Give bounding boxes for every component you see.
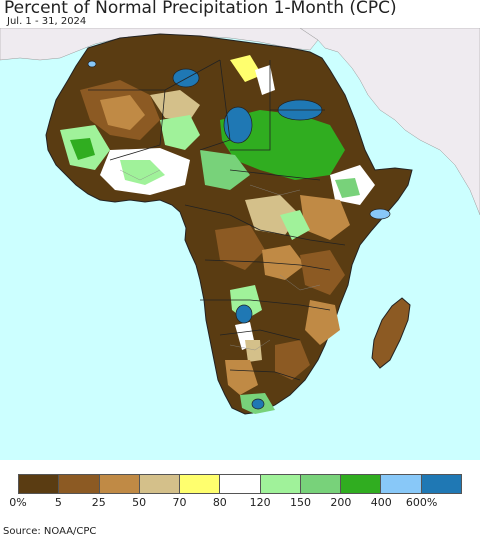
map-title: Percent of Normal Precipitation 1-Month … xyxy=(4,0,397,18)
legend-label: 25 xyxy=(91,496,106,509)
legend-swatch xyxy=(421,475,461,493)
legend-label: 200 xyxy=(330,496,352,509)
country-borders xyxy=(88,59,346,381)
legend-swatch xyxy=(381,475,422,493)
legend-swatch xyxy=(19,475,60,493)
legend-label: 120 xyxy=(249,496,271,509)
legend-label: 400 xyxy=(370,496,392,509)
color-legend xyxy=(18,474,462,494)
legend-label: 5 xyxy=(54,496,62,509)
legend-swatch xyxy=(139,475,181,493)
legend-label: 0% xyxy=(9,496,27,509)
wet-spots xyxy=(87,60,391,410)
legend-swatch xyxy=(59,475,100,493)
legend-swatch xyxy=(341,475,382,493)
precip-patches xyxy=(60,55,375,414)
legend-swatch xyxy=(180,475,221,493)
legend-label: 600% xyxy=(405,496,438,509)
legend-label: 50 xyxy=(132,496,147,509)
admin-borders xyxy=(119,169,321,351)
precipitation-map xyxy=(0,28,480,460)
legend-swatch xyxy=(220,475,261,493)
legend-label: 150 xyxy=(290,496,312,509)
middle-east-land xyxy=(299,28,480,216)
legend-swatch xyxy=(260,475,301,493)
madagascar xyxy=(371,297,411,369)
legend-label: 70 xyxy=(172,496,187,509)
date-range: Jul. 1 - 31, 2024 xyxy=(7,16,87,27)
legend-swatch xyxy=(99,475,140,493)
legend-label: 80 xyxy=(212,496,227,509)
source-credit: Source: NOAA/CPC xyxy=(3,526,97,537)
legend-labels: 0% 5 25 50 70 80 120 150 200 400 600% xyxy=(0,496,480,510)
legend-swatch xyxy=(300,475,342,493)
